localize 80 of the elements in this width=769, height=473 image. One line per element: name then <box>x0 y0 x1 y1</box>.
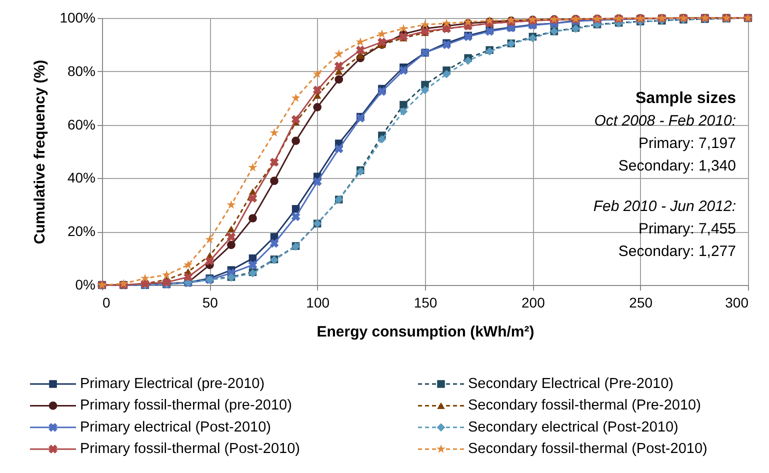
annotation: Primary: 7,455 <box>638 220 736 238</box>
y-tick-label: 40% <box>67 170 96 186</box>
legend-label: Secondary fossil-thermal (Pre-2010) <box>468 398 701 414</box>
annotation: Primary: 7,197 <box>638 135 736 152</box>
point <box>442 40 451 50</box>
annotation: Secondary: 1,277 <box>618 243 736 260</box>
point <box>334 75 344 84</box>
point <box>226 232 236 242</box>
x-tick-label: 200 <box>521 294 546 310</box>
point <box>312 69 322 78</box>
x-tick-label: 0 <box>102 294 110 310</box>
point <box>248 260 258 270</box>
x-tick-label: 50 <box>202 294 218 310</box>
point <box>184 272 193 282</box>
point <box>227 240 236 250</box>
y-tick-label: 100% <box>60 10 96 26</box>
y-axis-title: Cumulative frequency (%) <box>32 60 49 244</box>
point <box>248 214 257 222</box>
legend-label: Primary fossil-thermal (pre-2010) <box>80 398 292 414</box>
x-tick-label: 300 <box>725 294 749 310</box>
point <box>356 37 365 46</box>
annotation: Sample sizes <box>636 90 736 107</box>
x-tick-label: 150 <box>414 294 438 310</box>
point <box>398 24 408 33</box>
point <box>378 135 386 144</box>
point <box>270 238 279 248</box>
point <box>312 86 322 95</box>
y-tick-label: 60% <box>67 116 96 132</box>
point <box>442 18 452 28</box>
point <box>248 194 258 203</box>
point <box>399 107 408 116</box>
point <box>205 256 214 266</box>
point <box>248 162 258 172</box>
point <box>334 49 344 58</box>
point <box>442 70 451 78</box>
point <box>334 144 344 154</box>
point <box>400 100 408 109</box>
annotation: Secondary: 1,340 <box>618 158 736 174</box>
legend-label: Secondary fossil-thermal (Post-2010) <box>468 441 708 458</box>
point <box>270 128 279 137</box>
point <box>356 46 365 54</box>
point <box>291 93 300 102</box>
point <box>291 115 300 124</box>
x-tick-label: 250 <box>629 294 653 310</box>
x-axis-title: Energy consumption (kWh/m²) <box>316 324 534 340</box>
y-tick-label: 80% <box>67 62 96 79</box>
point <box>292 205 300 213</box>
x-tick-label: 100 <box>306 294 330 310</box>
legend-label: Primary fossil-thermal (Post-2010) <box>80 441 300 458</box>
legend-label: Secondary Electrical (Pre-2010) <box>468 376 674 392</box>
point <box>291 212 300 222</box>
point <box>420 86 430 94</box>
annotation: Oct 2008 - Feb 2010: <box>594 112 736 130</box>
point <box>292 136 300 145</box>
point <box>140 274 150 282</box>
point <box>205 234 214 244</box>
point <box>399 66 408 75</box>
point <box>312 177 322 186</box>
point <box>334 62 344 70</box>
point <box>420 20 430 29</box>
point <box>270 176 278 186</box>
point <box>378 87 386 96</box>
legend-label: Primary Electrical (pre-2010) <box>80 376 265 392</box>
point <box>227 226 236 232</box>
legend-label: Primary electrical (Post-2010) <box>80 419 271 436</box>
point <box>399 32 408 42</box>
legend-label: Secondary electrical (Post-2010) <box>468 419 678 436</box>
point <box>420 26 430 36</box>
point <box>378 38 386 46</box>
annotation: Feb 2010 - Jun 2012: <box>593 198 736 215</box>
point <box>334 68 343 75</box>
y-tick-label: 20% <box>67 223 96 240</box>
point <box>313 92 322 99</box>
point <box>226 200 236 209</box>
point <box>184 260 193 269</box>
point <box>464 56 472 65</box>
point <box>313 103 322 112</box>
point <box>162 270 172 279</box>
y-tick-label: 0% <box>75 276 96 292</box>
point <box>356 52 364 59</box>
